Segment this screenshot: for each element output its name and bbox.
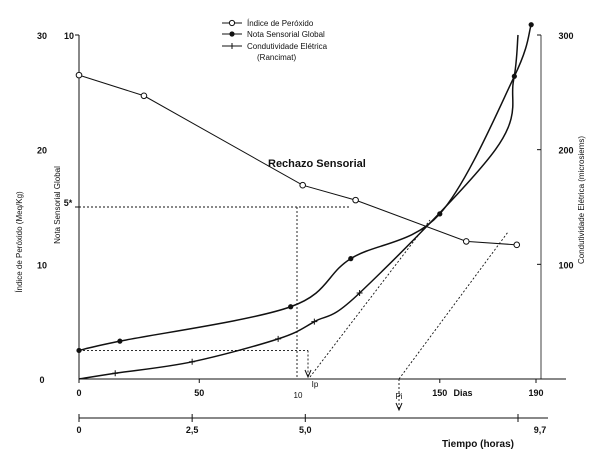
day-tick-label: 0 (76, 388, 81, 398)
rechazo-sensorial-annotation: Rechazo Sensorial (268, 158, 366, 170)
legend-plus-marker (229, 43, 235, 49)
pi-arrow (395, 402, 403, 412)
nota-axis-label: Nota Sensorial Global (53, 166, 62, 244)
nota-point (117, 338, 123, 344)
reference-lines: 10 Ip Pi (79, 206, 509, 412)
hours-axis-label: Tiempo (horas) (442, 439, 514, 450)
peroxido-point (299, 181, 306, 189)
condutividade-point (189, 358, 196, 365)
nota-tick-label: 10 (64, 31, 74, 41)
peroxide-tick-label: 30 (37, 31, 47, 41)
condutividade-point (275, 335, 282, 342)
pi-tangent-dotted (398, 231, 509, 380)
condutividade-point (356, 290, 363, 296)
legend-filled-circle-marker (229, 31, 235, 37)
condutividade-point (311, 318, 318, 325)
conductivity-tick-label: 100 (558, 260, 573, 270)
pi-marker-label: Pi (395, 392, 402, 401)
hour-tick-label: 9,7 (534, 425, 547, 435)
day-tick-label: 150 (432, 388, 447, 398)
ip-marker-label: Ip (312, 380, 319, 389)
nota-tick-label: 5* (64, 198, 73, 208)
legend-entry-nota: Nota Sensorial Global (247, 30, 325, 39)
series-peroxido-line (78, 74, 517, 246)
nota-point (528, 22, 534, 28)
nota-point (348, 256, 354, 262)
nota-point (288, 304, 294, 310)
peroxide-axis-label: Índice de Peróxido (Meq/Kg) (15, 191, 24, 293)
peroxide-tick-label: 10 (37, 260, 47, 270)
legend-entry-rancimat: (Rancimat) (257, 53, 296, 62)
legend-open-circle-marker (228, 19, 236, 27)
ip-tangent-dotted (309, 219, 431, 378)
conductivity-tick-label: 300 (558, 31, 573, 41)
legend-entry-condutividade: Condutividade Elétrica (247, 42, 328, 51)
nota-point (76, 347, 82, 354)
peroxido-point (513, 241, 521, 249)
hour-tick-label: 5,0 (299, 425, 312, 435)
hour-tick-label: 2,5 (186, 425, 199, 435)
ip-arrow (304, 369, 312, 379)
day-tick-label: 190 (528, 388, 543, 398)
days-axis-label: Dias (453, 388, 472, 398)
peroxido-point (352, 196, 359, 204)
legend: Índice de Peróxido Nota Sensorial Global… (222, 19, 328, 62)
peroxide-tick-label: 20 (37, 146, 47, 156)
condutividade-point (112, 370, 119, 377)
legend-entry-peroxido: Índice de Peróxido (247, 19, 314, 28)
conductivity-tick-label: 200 (558, 146, 573, 156)
nota-day-marker-label: 10 (294, 391, 303, 400)
hour-tick-label: 0 (76, 425, 81, 435)
day-tick-label: 50 (194, 388, 204, 398)
series-layer (75, 22, 534, 380)
conductivity-axis-label: Condutividade Elétrica (microsiems) (577, 136, 586, 264)
peroxido-point (462, 238, 470, 245)
peroxide-tick-label: 0 (39, 375, 44, 385)
peroxido-point (140, 92, 148, 100)
series-condutividade-line (78, 34, 519, 380)
peroxido-point (75, 71, 83, 79)
